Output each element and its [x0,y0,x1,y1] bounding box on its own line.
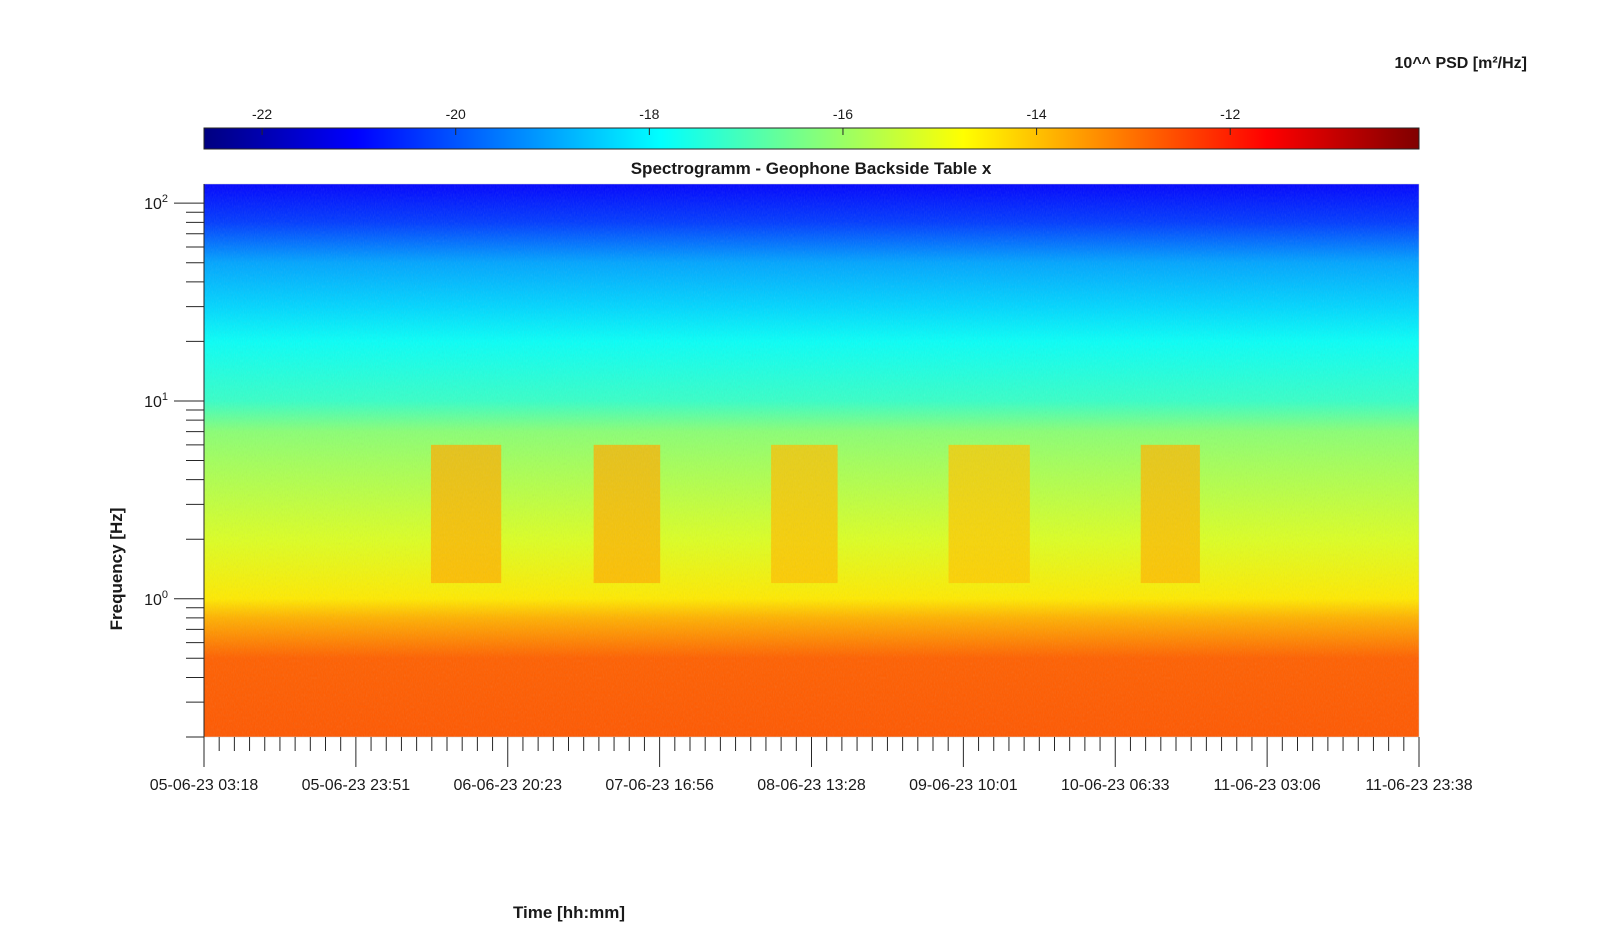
x-tick-label: 09-06-23 10:01 [909,777,1018,794]
plot-area [204,184,1419,737]
colorbar: -22 -20 -18 -16 -14 -12 10^^ PSD [m²/Hz] [203,55,1527,150]
x-tick-label: 10-06-23 06:33 [1061,777,1170,794]
x-tick-label: 07-06-23 16:56 [605,777,714,794]
colorbar-tick-label: -12 [1220,106,1240,122]
colorbar-tick-label: -14 [1026,106,1046,122]
x-axis: 05-06-23 03:18 05-06-23 23:51 06-06-23 20:… [150,737,1473,794]
colorbar-tick-label: -18 [639,106,659,122]
colorbar-tick-label: -16 [833,106,853,122]
x-tick-label: 05-06-23 03:18 [150,777,259,794]
spectrogram-texture [204,184,1419,737]
x-tick-label: 06-06-23 20:23 [453,777,562,794]
x-tick-label: 11-06-23 03:06 [1213,777,1320,794]
chart-title: Spectrogramm - Geophone Backside Table x [631,159,992,178]
colorbar-tick-label: -20 [446,106,466,122]
y-tick-label: 100 [144,589,168,609]
colorbar-gradient [203,127,1420,150]
x-tick-label: 08-06-23 13:28 [757,777,866,794]
x-tick-label: 05-06-23 23:51 [302,777,411,794]
x-axis-label: Time [hh:mm] [513,903,625,922]
colorbar-title: 10^^ PSD [m²/Hz] [1395,55,1527,72]
y-axis: 100 101 102 [144,184,205,738]
colorbar-ticks: -22 -20 -18 -16 -14 -12 [252,106,1241,135]
y-tick-label: 101 [144,391,168,411]
x-tick-label: 11-06-23 23:38 [1365,777,1472,794]
y-axis-label: Frequency [Hz] [107,508,126,631]
y-tick-label: 102 [144,193,168,213]
colorbar-tick-label: -22 [252,106,272,122]
